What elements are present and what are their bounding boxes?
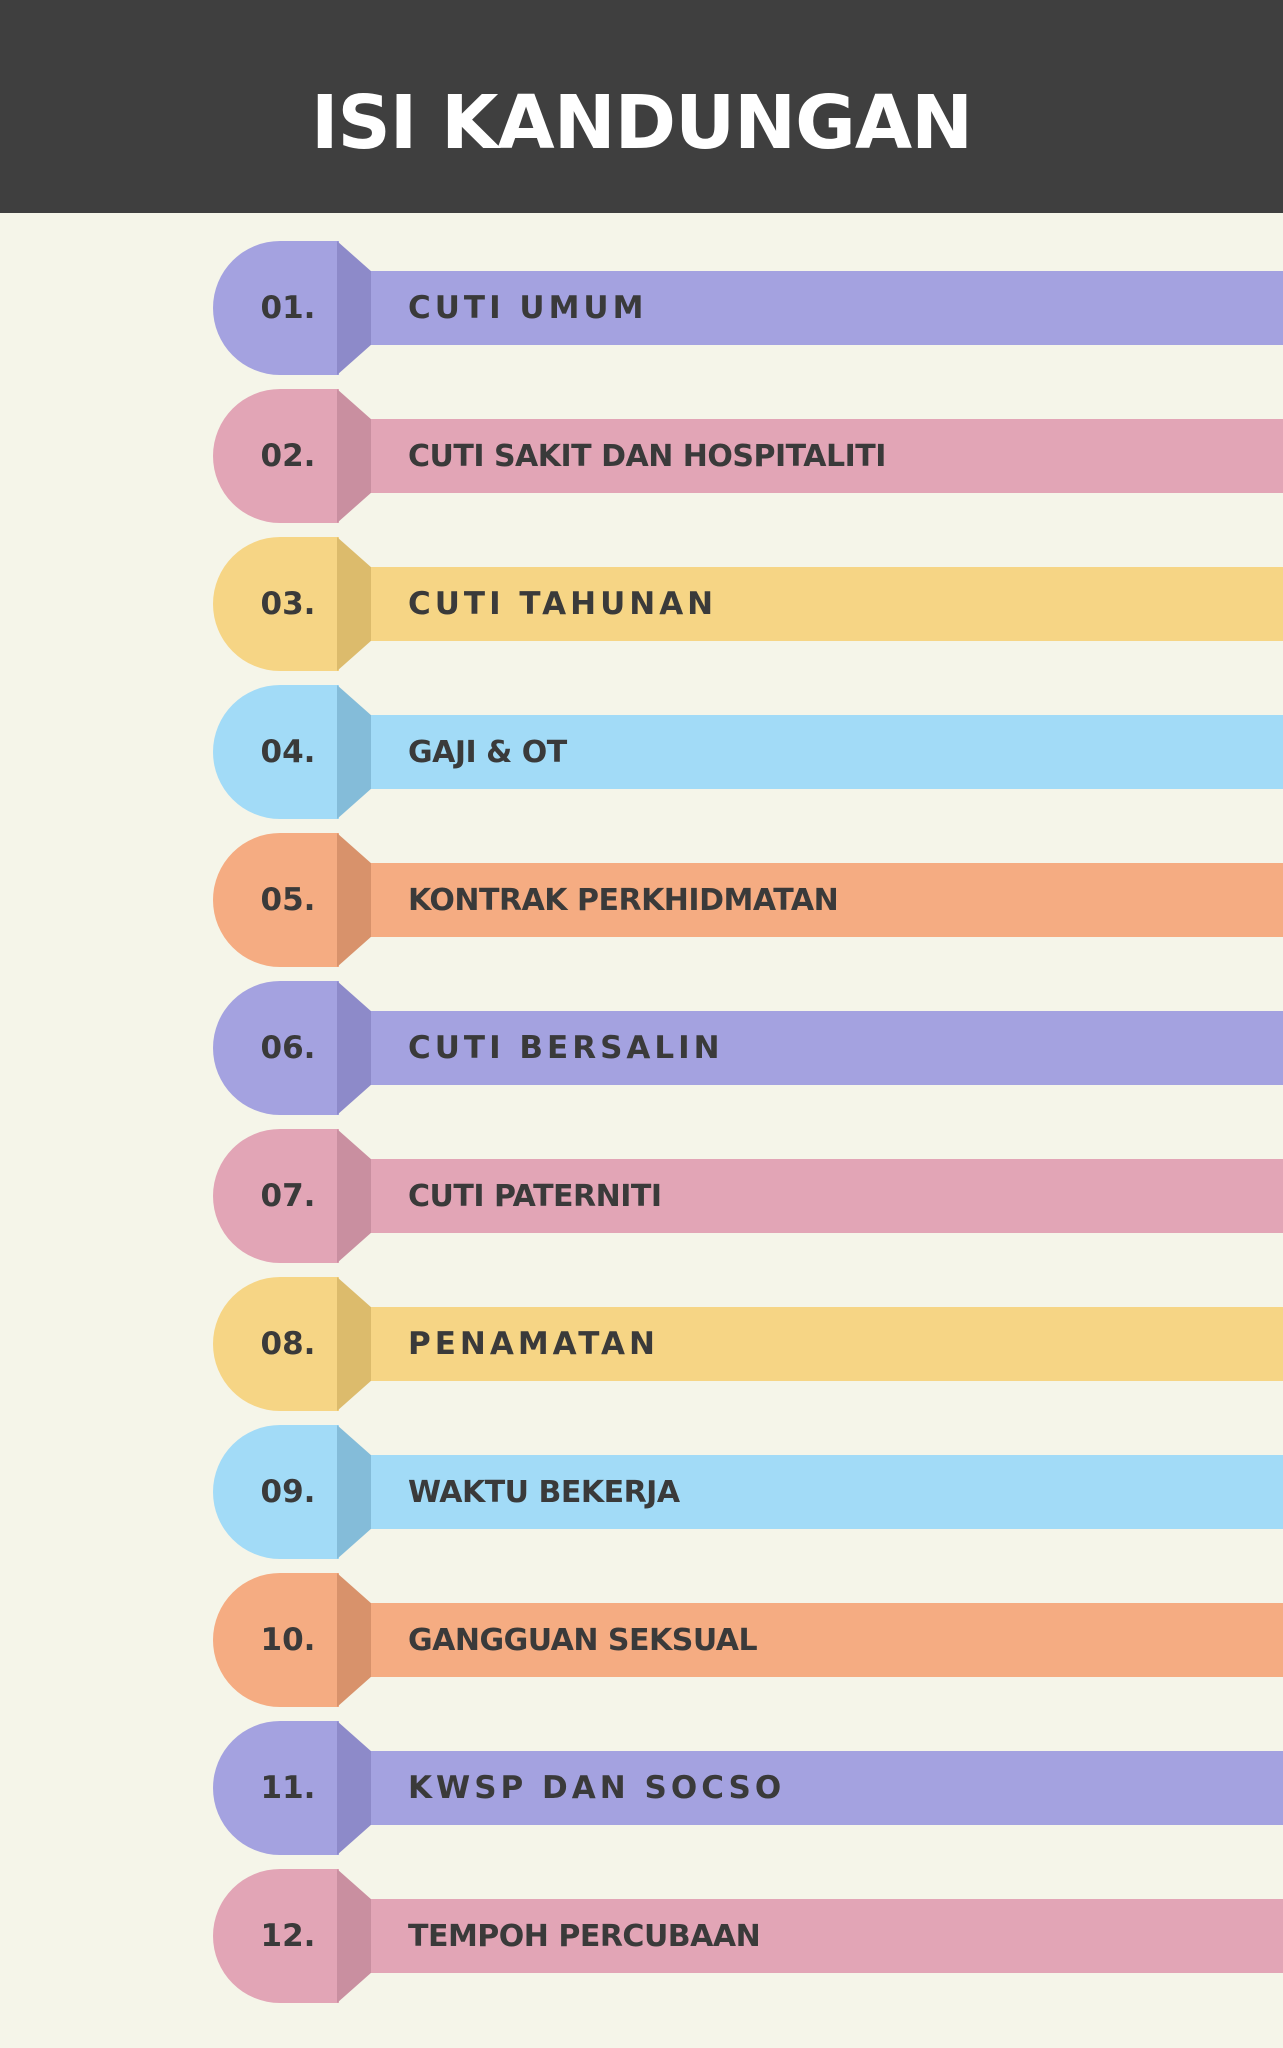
toc-item-1: 01. CUTI UMUM bbox=[213, 241, 1283, 375]
toc-item-bar bbox=[368, 1751, 1283, 1825]
toc-item-bar bbox=[368, 1011, 1283, 1085]
toc-item-label: KONTRAK PERKHIDMATAN bbox=[408, 882, 839, 918]
toc-item-10: 10. GANGGUAN SEKSUAL bbox=[213, 1573, 1283, 1707]
toc-item-bar bbox=[368, 1307, 1283, 1381]
toc-item-2: 02. CUTI SAKIT DAN HOSPITALITI bbox=[213, 389, 1283, 523]
toc-item-cap bbox=[213, 1425, 339, 1559]
toc-item-bar bbox=[368, 1159, 1283, 1233]
toc-item-cap bbox=[213, 981, 339, 1115]
toc-item-label: GANGGUAN SEKSUAL bbox=[408, 1622, 758, 1658]
toc-item-number: 08. bbox=[260, 1326, 316, 1362]
toc-item-label: KWSP DAN SOCSO bbox=[408, 1770, 786, 1806]
toc-item-number: 07. bbox=[260, 1178, 316, 1214]
toc-item-bar bbox=[368, 419, 1283, 493]
toc-item-cap bbox=[213, 389, 339, 523]
toc-item-cap bbox=[213, 1869, 339, 2003]
toc-item-cap bbox=[213, 1573, 339, 1707]
toc-item-label: WAKTU BEKERJA bbox=[408, 1474, 680, 1510]
toc-item-8: 08. PENAMATAN bbox=[213, 1277, 1283, 1411]
toc-item-number: 01. bbox=[260, 290, 316, 326]
toc-item-number: 11. bbox=[260, 1770, 316, 1806]
toc-item-cap bbox=[213, 537, 339, 671]
toc-item-number: 02. bbox=[260, 438, 316, 474]
toc-item-number: 10. bbox=[260, 1622, 316, 1658]
toc-item-number: 05. bbox=[260, 882, 316, 918]
toc-item-cap bbox=[213, 833, 339, 967]
toc-item-label: PENAMATAN bbox=[408, 1326, 659, 1362]
toc-item-number: 04. bbox=[260, 734, 316, 770]
toc-item-number: 09. bbox=[260, 1474, 316, 1510]
toc-item-label: CUTI PATERNITI bbox=[408, 1178, 662, 1214]
toc-item-4: 04. GAJI & OT bbox=[213, 685, 1283, 819]
toc-item-label: TEMPOH PERCUBAAN bbox=[408, 1918, 761, 1954]
toc-item-7: 07. CUTI PATERNITI bbox=[213, 1129, 1283, 1263]
toc-item-cap bbox=[213, 1277, 339, 1411]
toc-item-label: CUTI UMUM bbox=[408, 290, 648, 326]
toc-item-cap bbox=[213, 1721, 339, 1855]
toc-item-bar bbox=[368, 1899, 1283, 1973]
toc-item-number: 03. bbox=[260, 586, 316, 622]
page-title: ISI KANDUNGAN bbox=[310, 80, 973, 166]
toc-item-6: 06. CUTI BERSALIN bbox=[213, 981, 1283, 1115]
toc-item-bar bbox=[368, 863, 1283, 937]
toc-item-label: CUTI SAKIT DAN HOSPITALITI bbox=[408, 438, 886, 474]
header-banner bbox=[0, 0, 1283, 213]
toc-item-number: 06. bbox=[260, 1030, 316, 1066]
toc-item-bar bbox=[368, 1455, 1283, 1529]
toc-item-label: GAJI & OT bbox=[408, 734, 567, 770]
toc-item-bar bbox=[368, 715, 1283, 789]
toc-item-5: 05. KONTRAK PERKHIDMATAN bbox=[213, 833, 1283, 967]
toc-item-bar bbox=[368, 271, 1283, 345]
toc-item-label: CUTI TAHUNAN bbox=[408, 586, 718, 622]
toc-item-9: 09. WAKTU BEKERJA bbox=[213, 1425, 1283, 1559]
toc-item-3: 03. CUTI TAHUNAN bbox=[213, 537, 1283, 671]
toc-item-cap bbox=[213, 685, 339, 819]
toc-item-12: 12. TEMPOH PERCUBAAN bbox=[213, 1869, 1283, 2003]
toc-item-cap bbox=[213, 241, 339, 375]
toc-item-label: CUTI BERSALIN bbox=[408, 1030, 724, 1066]
toc-item-11: 11. KWSP DAN SOCSO bbox=[213, 1721, 1283, 1855]
toc-item-cap bbox=[213, 1129, 339, 1263]
toc-item-bar bbox=[368, 1603, 1283, 1677]
toc-item-bar bbox=[368, 567, 1283, 641]
toc-item-number: 12. bbox=[260, 1918, 316, 1954]
